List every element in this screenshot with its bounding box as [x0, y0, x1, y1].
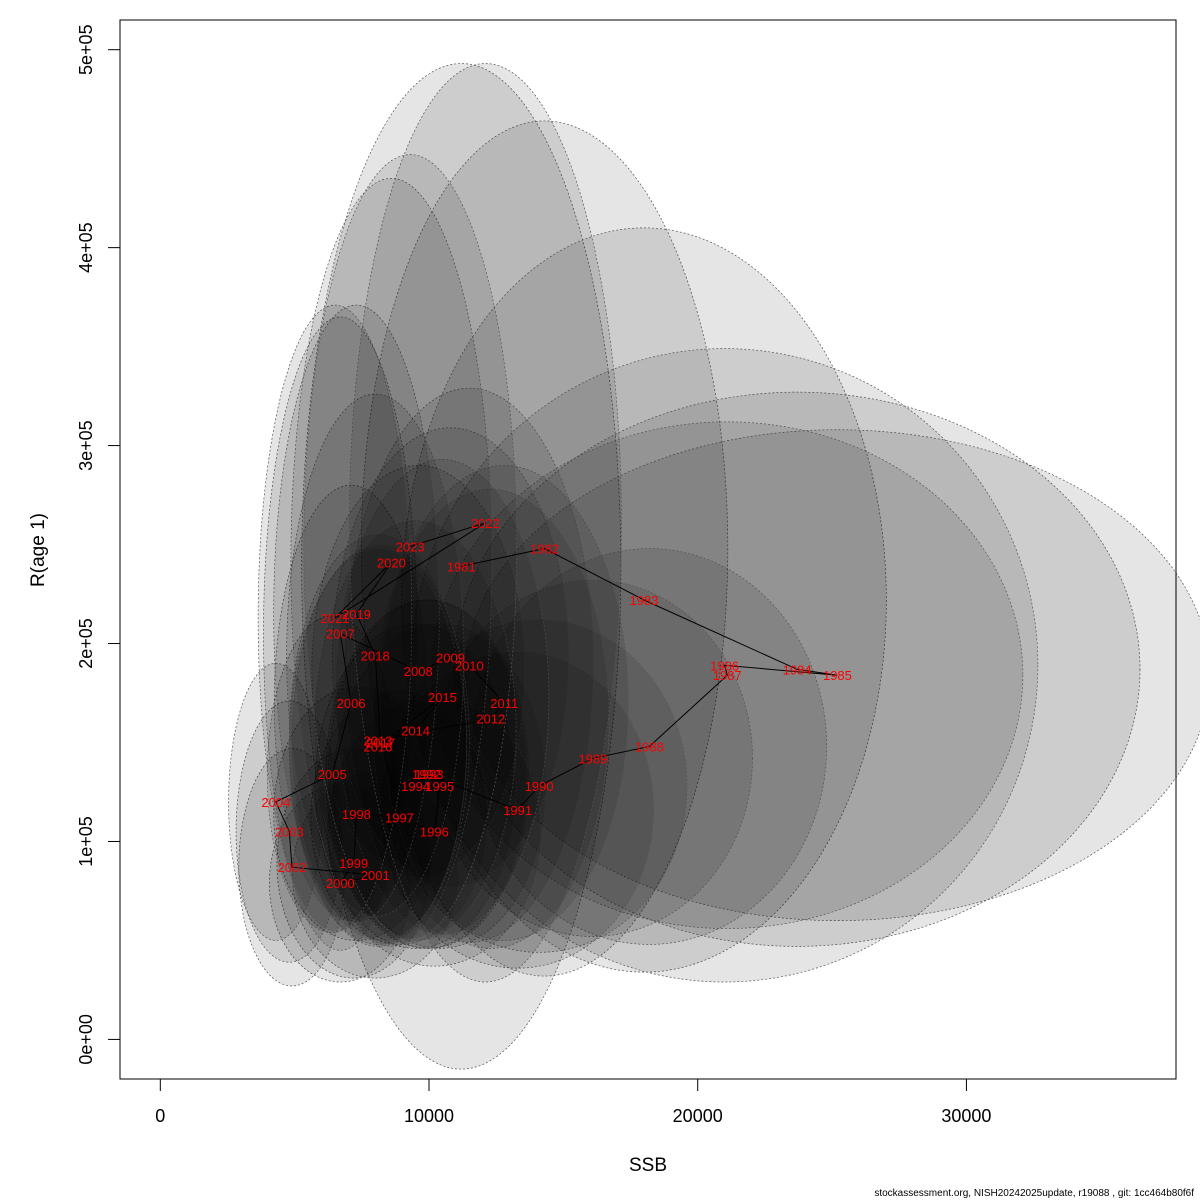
footer-text: stockassessment.org, NISH20242025update,…: [874, 1188, 1194, 1199]
year-label-2017: 2017: [366, 735, 395, 750]
year-label-2002: 2002: [278, 860, 307, 875]
year-label-2023: 2023: [396, 540, 425, 555]
year-label-1981: 1981: [447, 559, 476, 574]
year-label-1982: 1982: [530, 542, 559, 557]
y-tick-label: 1e+05: [76, 816, 96, 867]
year-label-1987: 1987: [713, 668, 742, 683]
year-label-1986: 1986: [710, 658, 739, 673]
year-label-1990: 1990: [525, 779, 554, 794]
year-label-2008: 2008: [404, 664, 433, 679]
year-label-2015: 2015: [428, 690, 457, 705]
year-label-1985: 1985: [823, 668, 852, 683]
year-label-2005: 2005: [318, 767, 347, 782]
ellipse-1981: [301, 63, 622, 1070]
x-tick-label: 30000: [941, 1106, 991, 1126]
year-label-2013: 2013: [363, 734, 392, 749]
year-label-2012: 2012: [476, 712, 505, 727]
year-label-2021: 2021: [321, 611, 350, 626]
year-label-1998: 1998: [342, 807, 371, 822]
year-label-2018: 2018: [361, 648, 390, 663]
year-label-1995: 1995: [425, 779, 454, 794]
year-label-2020: 2020: [377, 555, 406, 570]
y-tick-label: 2e+05: [76, 618, 96, 669]
year-label-1984: 1984: [783, 662, 812, 677]
x-axis: 0 10000 20000 30000: [155, 1078, 991, 1126]
year-label-2014: 2014: [401, 724, 430, 739]
year-label-1983: 1983: [630, 593, 659, 608]
y-tick-label: 0e+00: [76, 1014, 96, 1065]
year-label-2000: 2000: [326, 876, 355, 891]
y-tick-label: 5e+05: [76, 24, 96, 75]
year-label-2022: 2022: [471, 516, 500, 531]
y-axis: 0e+00 1e+05 2e+05 3e+05 4e+05 5e+05: [76, 24, 121, 1065]
year-label-2001: 2001: [361, 868, 390, 883]
year-label-2010: 2010: [455, 658, 484, 673]
x-axis-title: SSB: [629, 1155, 667, 1176]
year-label-2009: 2009: [436, 650, 465, 665]
x-tick-label: 0: [155, 1106, 165, 1126]
year-label-2006: 2006: [337, 696, 366, 711]
year-label-1993: 1993: [415, 767, 444, 782]
year-label-1994: 1994: [401, 779, 430, 794]
y-tick-label: 4e+05: [76, 222, 96, 273]
x-tick-label: 20000: [673, 1106, 723, 1126]
year-label-2003: 2003: [275, 825, 304, 840]
year-label-2007: 2007: [326, 627, 355, 642]
year-label-2011: 2011: [490, 696, 518, 711]
year-label-1997: 1997: [385, 811, 414, 826]
confidence-ellipses: [228, 63, 1200, 1070]
year-label-1996: 1996: [420, 825, 449, 840]
year-trajectory-line: [275, 522, 838, 884]
year-label-2004: 2004: [261, 795, 290, 810]
year-label-1989: 1989: [578, 751, 607, 766]
x-tick-label: 10000: [404, 1106, 454, 1126]
ellipse-2023: [303, 154, 517, 939]
year-label-1992: 1992: [412, 767, 441, 782]
y-tick-label: 3e+05: [76, 420, 96, 471]
year-label-2019: 2019: [342, 607, 371, 622]
year-label-1988: 1988: [635, 739, 664, 754]
y-axis-title: R(age 1): [28, 513, 49, 587]
year-label-1991: 1991: [503, 803, 532, 818]
year-label-2016: 2016: [363, 739, 392, 754]
year-label-1999: 1999: [339, 856, 368, 871]
